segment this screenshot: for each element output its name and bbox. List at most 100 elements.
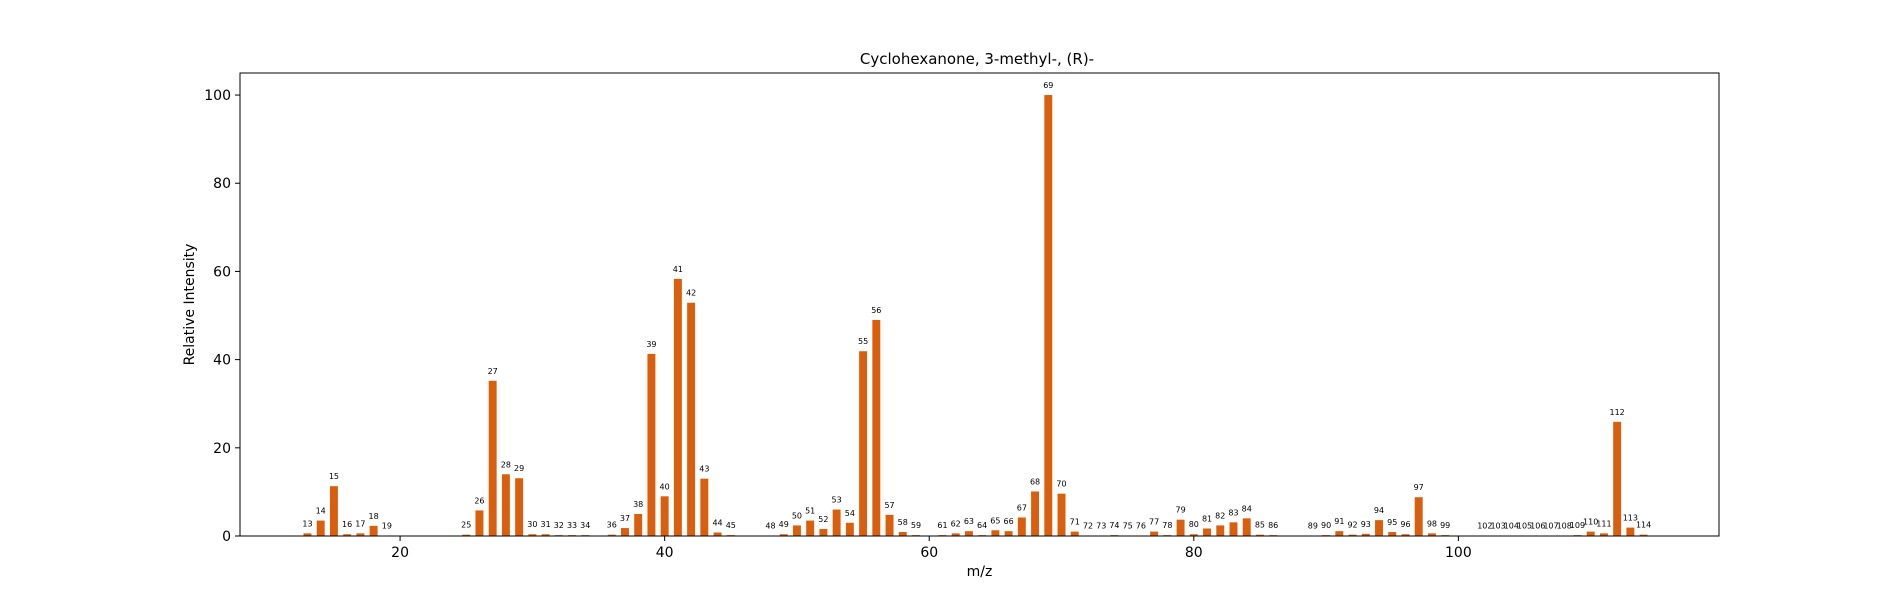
bar-mz-37	[620, 528, 629, 536]
bar-label-mz-104: 104	[1504, 522, 1519, 531]
bar-label-mz-36: 36	[607, 521, 617, 530]
bar-label-mz-73: 73	[1096, 522, 1106, 531]
bar-label-mz-61: 61	[937, 521, 947, 530]
bar-label-mz-30: 30	[527, 520, 537, 529]
bar-mz-40	[660, 496, 669, 536]
bar-mz-95	[1388, 532, 1397, 536]
bar-label-mz-79: 79	[1175, 506, 1185, 515]
bar-label-mz-112: 112	[1609, 408, 1624, 417]
bar-mz-112	[1613, 421, 1622, 536]
bar-mz-38	[634, 513, 643, 536]
bar-label-mz-81: 81	[1202, 515, 1212, 524]
bars-layer	[303, 95, 1648, 537]
bar-label-mz-19: 19	[382, 522, 392, 531]
bar-label-mz-41: 41	[673, 265, 683, 274]
y-tick-label-80: 80	[213, 176, 231, 192]
bar-label-mz-106: 106	[1530, 522, 1545, 531]
bar-mz-25	[462, 534, 471, 536]
bar-label-mz-17: 17	[355, 519, 365, 528]
bar-mz-54	[845, 522, 854, 536]
bar-mz-28	[501, 474, 510, 536]
bar-label-mz-93: 93	[1361, 520, 1371, 529]
bar-mz-16	[343, 534, 352, 536]
bar-mz-84	[1242, 518, 1251, 536]
y-tick-label-0: 0	[222, 529, 231, 545]
bar-mz-30	[528, 534, 537, 536]
bar-label-mz-34: 34	[580, 521, 590, 530]
bar-mz-27	[488, 380, 497, 536]
y-tick-label-60: 60	[213, 264, 231, 280]
x-tick-label-100: 100	[1445, 545, 1472, 561]
bar-mz-79	[1176, 519, 1185, 536]
bar-label-mz-65: 65	[990, 516, 1000, 525]
bar-mz-94	[1375, 520, 1383, 536]
y-tick-label-40: 40	[213, 353, 231, 369]
bar-mz-83	[1229, 522, 1238, 536]
bar-mz-113	[1626, 527, 1635, 536]
bar-mz-43	[700, 478, 709, 536]
bar-mz-42	[687, 302, 696, 536]
bar-label-mz-32: 32	[554, 521, 564, 530]
bar-label-mz-44: 44	[712, 518, 722, 527]
bar-label-mz-48: 48	[765, 522, 775, 531]
bar-label-mz-13: 13	[302, 519, 312, 528]
bar-mz-70	[1057, 493, 1066, 536]
bar-label-mz-91: 91	[1334, 517, 1344, 526]
bar-label-mz-76: 76	[1136, 522, 1146, 531]
bar-label-mz-16: 16	[342, 520, 352, 529]
bar-label-mz-66: 66	[1004, 517, 1014, 526]
bar-label-mz-52: 52	[818, 515, 828, 524]
bar-mz-14	[316, 520, 325, 536]
bar-label-mz-90: 90	[1321, 521, 1331, 530]
bar-label-mz-86: 86	[1268, 521, 1278, 530]
bar-mz-82	[1216, 525, 1225, 536]
bar-label-mz-38: 38	[633, 500, 643, 509]
bar-label-mz-43: 43	[699, 465, 709, 474]
bar-mz-68	[1031, 491, 1040, 536]
y-tick-label-100: 100	[204, 88, 231, 104]
bar-label-mz-109: 109	[1570, 521, 1585, 530]
bar-label-mz-97: 97	[1414, 483, 1424, 492]
bar-label-mz-59: 59	[911, 521, 921, 530]
bar-mz-18	[369, 525, 378, 536]
bar-label-mz-55: 55	[858, 337, 868, 346]
bar-label-mz-74: 74	[1109, 521, 1119, 530]
bar-mz-15	[329, 486, 338, 536]
bar-label-mz-15: 15	[329, 472, 339, 481]
chart-title: Cyclohexanone, 3-methyl-, (R)-	[860, 50, 1094, 68]
x-tick-label-40: 40	[656, 545, 674, 561]
bar-label-mz-40: 40	[660, 482, 670, 491]
bar-label-mz-103: 103	[1490, 522, 1505, 531]
bar-label-mz-31: 31	[540, 520, 550, 529]
bar-mz-96	[1401, 534, 1410, 536]
bar-mz-98	[1427, 533, 1436, 536]
bar-label-mz-54: 54	[845, 509, 855, 518]
bar-mz-111	[1599, 533, 1608, 536]
bar-label-mz-29: 29	[514, 464, 524, 473]
bar-label-mz-107: 107	[1543, 522, 1558, 531]
bar-label-mz-110: 110	[1583, 518, 1598, 527]
bar-label-mz-58: 58	[898, 518, 908, 527]
bar-label-mz-102: 102	[1477, 522, 1492, 531]
bar-label-mz-53: 53	[832, 496, 842, 505]
bar-mz-92	[1348, 534, 1357, 536]
bar-label-mz-72: 72	[1083, 522, 1093, 531]
bar-label-mz-80: 80	[1189, 520, 1199, 529]
bar-mz-17	[356, 533, 365, 536]
bar-mz-52	[819, 528, 828, 536]
bar-label-mz-26: 26	[474, 496, 484, 505]
bar-mz-65	[991, 530, 1000, 536]
bar-label-mz-108: 108	[1557, 522, 1572, 531]
y-axis-label: Relative Intensity	[182, 244, 198, 366]
bar-mz-91	[1335, 531, 1344, 536]
bar-label-mz-99: 99	[1440, 521, 1450, 530]
bar-label-mz-28: 28	[501, 460, 511, 469]
bar-label-mz-57: 57	[884, 501, 894, 510]
bar-label-mz-14: 14	[316, 507, 326, 516]
bar-label-mz-69: 69	[1043, 81, 1053, 90]
bar-mz-66	[1004, 531, 1013, 536]
bar-mz-13	[303, 533, 312, 536]
bar-mz-85	[1255, 534, 1264, 536]
bar-label-mz-68: 68	[1030, 477, 1040, 486]
